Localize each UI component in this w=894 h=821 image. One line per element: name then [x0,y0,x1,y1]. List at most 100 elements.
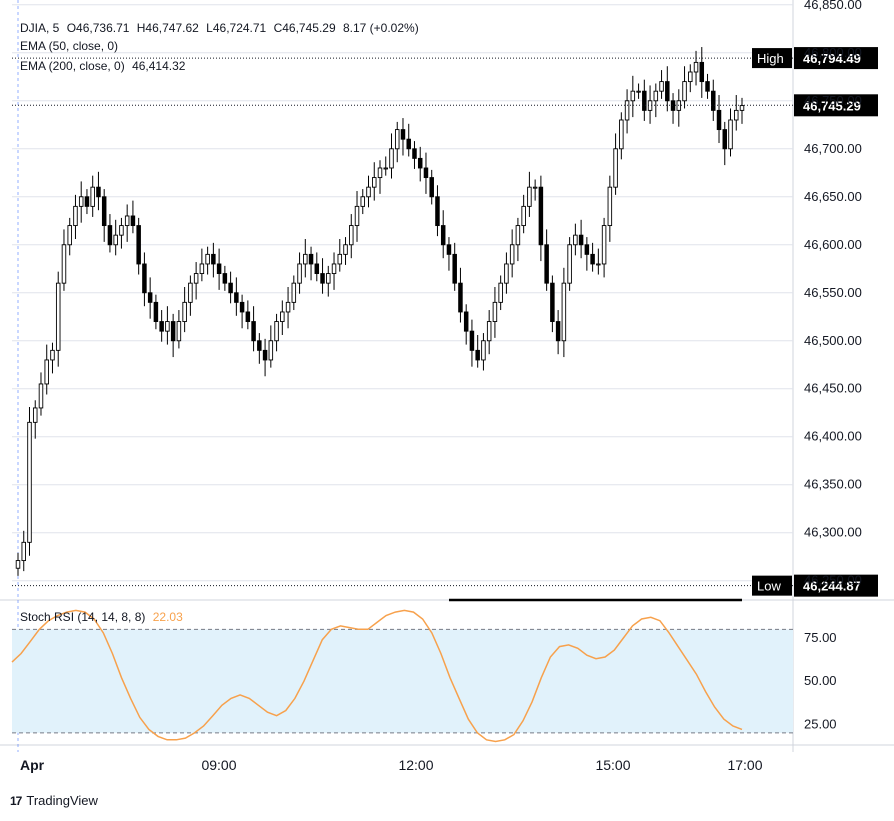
candle-body [142,263,147,294]
candle [573,223,578,256]
stoch-tick-label: 25.00 [804,716,837,731]
candle [170,313,176,358]
candle [429,169,434,205]
last-value: 46,745.29 [803,98,861,113]
low-value: L46,724.71 [206,21,267,35]
candle-body [469,330,475,351]
candle [630,75,636,118]
candle [55,271,61,367]
price-tick-label: 46,650.00 [804,189,862,204]
change-value: 8.17 (+0.02%) [342,21,419,35]
candle [193,262,199,300]
candle-body [211,253,216,265]
candle-body [481,340,486,361]
candle-body [492,301,498,323]
candle [262,338,268,377]
price-tick-label: 46,850.00 [804,0,862,12]
candle-body [274,321,279,342]
candle-body [728,119,733,150]
candle [303,239,308,278]
candle-body [182,301,187,323]
symbol-label: DJIA, 5 [20,21,60,35]
candle-body [653,90,659,102]
low-value: 46,244.87 [803,579,861,594]
candle-body [739,105,745,111]
candle-body [567,244,572,284]
candle-body [67,225,72,246]
candle-body [314,263,320,275]
candle-body [101,196,107,227]
candle-body [326,273,331,284]
time-tick-label: 15:00 [595,757,630,773]
candle-body [349,225,354,246]
candle-body [366,186,371,198]
high-value-bg [794,47,878,70]
time-tick-label: Apr [20,757,45,773]
candle-body [262,349,268,361]
candle-body [636,90,641,93]
candle [366,175,371,208]
candle [360,189,366,215]
candle [165,306,170,345]
candle [372,162,377,201]
candle [728,108,733,157]
price-tick-label: 46,550.00 [804,285,862,300]
candle-body [613,148,618,188]
candle-body [285,301,291,313]
candle-body [394,129,400,150]
candlestick-series [15,47,745,576]
candle-body [607,186,613,227]
candle-body [389,148,394,169]
candle-body [498,282,503,303]
candle [188,275,193,316]
candle [251,306,256,352]
candle [601,217,607,278]
candle-body [659,81,664,92]
candle [504,252,509,294]
price-tick-label: 46,350.00 [804,477,862,492]
stoch-value: 22.03 [152,610,183,624]
stoch-band-fill [12,629,793,733]
stoch-legend: Stoch RSI (14, 14, 8, 8) 22.03 [20,609,187,625]
candle-body [515,225,521,246]
candle-body [27,421,32,543]
candle-body [521,205,526,227]
candle [211,242,216,278]
candle [711,79,716,121]
candle [417,146,423,182]
candle-body [228,282,233,294]
candle [665,66,670,112]
candle [326,265,331,297]
low-label: Low [757,579,781,594]
time-axis: Apr 09:00 12:00 15:00 17:00 [20,757,763,773]
stoch-tick-label: 75.00 [804,630,837,645]
candle [647,85,653,124]
candle-body [234,292,239,303]
candle-body [705,81,710,92]
candle-body [670,100,676,111]
candle-body [440,225,446,246]
candle [15,552,21,576]
candle-body [711,90,716,111]
candle [670,93,676,124]
candle [113,219,118,256]
candle-body [573,234,578,246]
candle [274,313,279,352]
candle [596,248,601,275]
candle-body [722,129,728,150]
candle-body [688,71,693,83]
tradingview-logo[interactable]: 17 TradingView [10,793,98,808]
candle [619,112,624,160]
candle [452,242,457,291]
candle [268,325,274,368]
stoch-label: Stoch RSI (14, 14, 8, 8) [20,610,146,624]
candle-body [320,273,325,284]
candle [308,246,314,281]
candle-body [199,263,205,275]
candle [659,70,664,99]
candle [584,237,590,271]
candle [27,406,32,556]
candle-body [90,186,95,207]
candle-body [619,119,624,150]
